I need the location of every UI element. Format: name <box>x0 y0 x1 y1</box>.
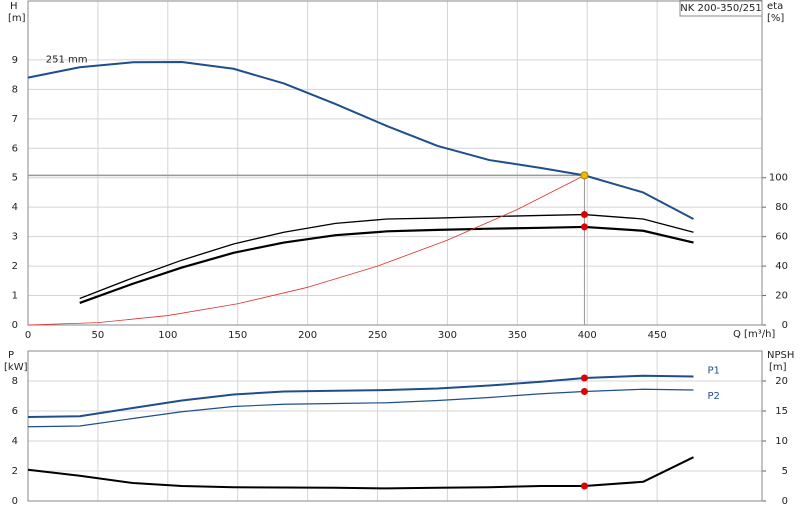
plot-frame <box>27 350 763 502</box>
curve-label: P1 <box>707 366 719 377</box>
y2-tick-label: 10 <box>775 436 788 447</box>
y2-tick-label: 60 <box>775 232 788 243</box>
x-tick-label: 350 <box>508 330 527 341</box>
y-tick-label: 2 <box>12 466 18 477</box>
y-tick-label: 1 <box>12 291 18 302</box>
curve <box>27 60 694 220</box>
y-tick-label: 6 <box>12 143 18 154</box>
y2-tick-label: 20 <box>775 291 788 302</box>
x-tick-label: 300 <box>438 330 457 341</box>
curve <box>27 388 694 428</box>
operating-marker <box>580 388 588 395</box>
y-tick-label: 3 <box>12 232 18 243</box>
y-axis-label: H <box>10 1 18 12</box>
plot-frame <box>27 0 763 326</box>
y2-axis-unit: [m] <box>769 362 787 373</box>
x-tick-label: 200 <box>298 330 317 341</box>
y2-tick-label: 40 <box>775 261 788 272</box>
y-axis-unit: [kW] <box>4 362 28 373</box>
y2-tick-label: 5 <box>782 466 788 477</box>
y2-axis-unit: [%] <box>767 13 784 24</box>
x-tick-label: 250 <box>368 330 387 341</box>
y-tick-label: 7 <box>12 114 18 125</box>
y-axis-label: P <box>8 350 14 361</box>
curve-label: P2 <box>707 391 719 402</box>
y-tick-label: 0 <box>12 320 18 331</box>
y-tick-label: 8 <box>12 376 18 387</box>
curve <box>27 456 694 490</box>
y2-tick-label: 20 <box>775 376 788 387</box>
x-tick-label: 50 <box>92 330 105 341</box>
y-tick-label: 5 <box>12 173 18 184</box>
y2-tick-label: 100 <box>769 173 788 184</box>
y-tick-label: 4 <box>12 436 18 447</box>
y-tick-label: 9 <box>12 55 18 66</box>
y-tick-label: 4 <box>12 202 18 213</box>
x-tick-label: 100 <box>158 330 177 341</box>
y2-tick-label: 0 <box>782 320 788 331</box>
curve <box>27 175 585 326</box>
x-tick-label: 400 <box>578 330 597 341</box>
x-tick-label: 0 <box>25 330 31 341</box>
x-tick-label: 150 <box>228 330 247 341</box>
y2-tick-label: 80 <box>775 202 788 213</box>
y-tick-label: 0 <box>12 496 18 507</box>
curve-label: 251 mm <box>46 54 88 65</box>
y-axis-unit: [m] <box>8 13 26 24</box>
x-tick-label: 450 <box>648 330 667 341</box>
y2-tick-label: 15 <box>775 406 788 417</box>
x-axis-label: Q [m³/h] <box>733 329 775 340</box>
operating-marker <box>580 374 588 382</box>
duty-point <box>580 171 589 180</box>
y-tick-label: 8 <box>12 84 18 95</box>
operating-marker <box>580 211 588 219</box>
y-tick-label: 2 <box>12 261 18 272</box>
y2-tick-label: 0 <box>782 496 788 507</box>
operating-marker <box>580 223 588 231</box>
curve <box>27 374 694 418</box>
operating-marker <box>580 482 588 490</box>
y-tick-label: 6 <box>12 406 18 417</box>
y2-axis-label: NPSH <box>767 350 794 361</box>
y2-axis-label: eta <box>767 1 783 12</box>
chart-title: NK 200-350/251 <box>680 3 761 14</box>
